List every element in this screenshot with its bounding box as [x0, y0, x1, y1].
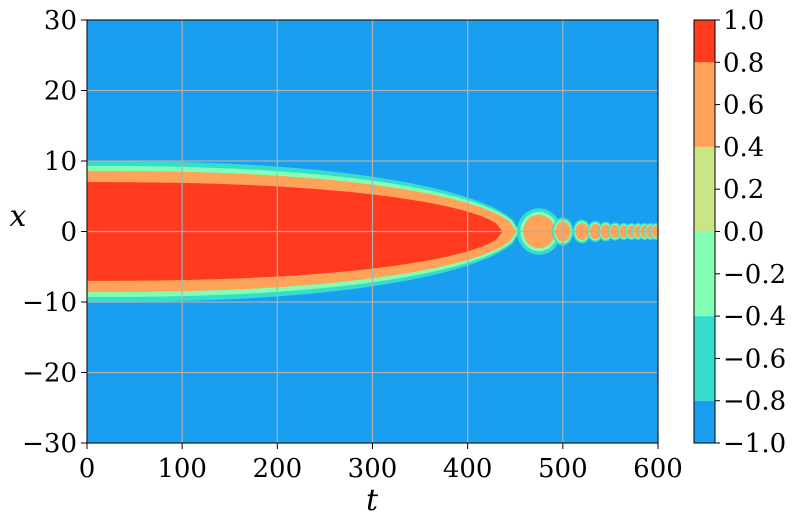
y-tick-label: 20	[44, 77, 77, 107]
colorbar-tick-label: 0.4	[723, 133, 764, 163]
colorbar-tick-label: 1.0	[723, 6, 764, 36]
colorbar-tick-label: 0.8	[723, 48, 764, 78]
y-tick-label: −10	[22, 288, 77, 318]
x-tick-label: 300	[348, 454, 398, 484]
y-tick-label: 0	[60, 218, 77, 248]
x-tick-label: 400	[443, 454, 493, 484]
colorbar-tick-label: −0.8	[723, 387, 786, 417]
y-axis-title: x	[10, 199, 27, 234]
colorbar-band-2	[694, 231, 715, 317]
y-tick-label: 10	[44, 147, 77, 177]
colorbar-tick-label: −0.2	[723, 260, 786, 290]
colorbar-tick-label: 0.0	[723, 218, 764, 248]
colorbar-tick-label: −0.6	[723, 344, 786, 374]
x-tick-label: 100	[157, 454, 207, 484]
y-tick-label: −30	[22, 429, 77, 459]
x-axis-title: t	[366, 483, 379, 518]
y-tick-label: 30	[44, 6, 77, 36]
colorbar-tick-label: −1.0	[723, 429, 786, 459]
x-axis: 0 100 200 300 400 500 600	[79, 443, 683, 484]
colorbar-band-0	[694, 400, 715, 443]
x-tick-label: 200	[253, 454, 303, 484]
colorbar-tick-label: 0.6	[723, 91, 764, 121]
x-tick-label: 500	[538, 454, 588, 484]
colorbar-band-3	[694, 146, 715, 232]
y-tick-label: −20	[22, 359, 77, 389]
x-tick-label: 0	[79, 454, 96, 484]
colorbar-tick-label: −0.4	[723, 302, 786, 332]
colorbar-band-1	[694, 316, 715, 401]
colorbar: 1.0 0.8 0.6 0.4 0.2 0.0 −0.2 −0.4 −0.6 −0.8 −1.0	[693, 6, 786, 459]
colorbar-tick-label: 0.2	[723, 175, 764, 205]
colorbar-band-4	[694, 62, 715, 147]
y-axis: 30 20 10 0 −10 −20 −30	[22, 6, 87, 459]
x-tick-label: 600	[633, 454, 683, 484]
colorbar-band-5	[694, 20, 715, 63]
